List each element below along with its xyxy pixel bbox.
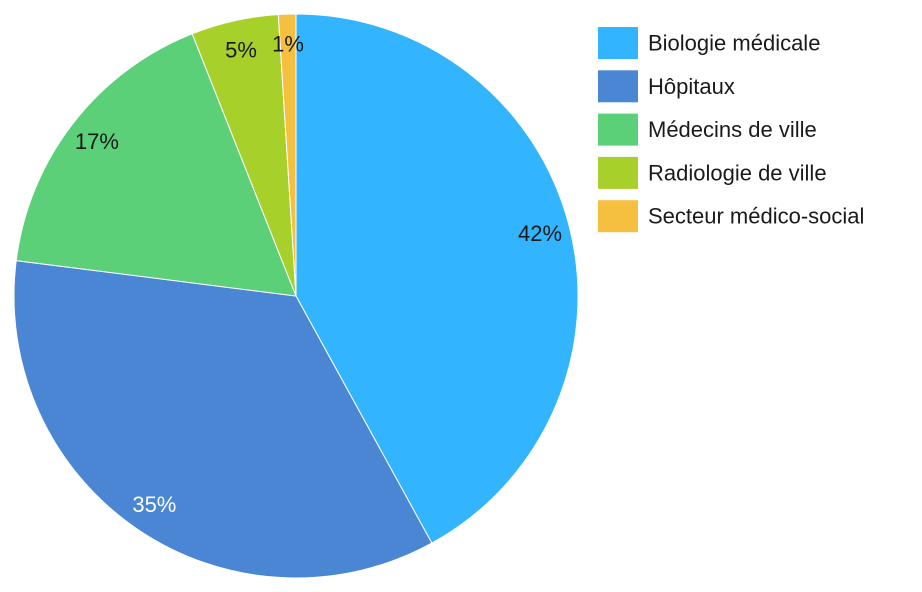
data-label: 5%: [225, 38, 257, 63]
legend-label: Médecins de ville: [648, 117, 817, 142]
legend-swatch: [598, 200, 638, 233]
data-labels: 42% 35% 17% 5% 1%: [75, 32, 562, 517]
legend-label: Radiologie de ville: [648, 160, 827, 185]
pie-slice-5: [277, 13, 297, 297]
legend-swatch: [598, 113, 638, 146]
pie-slices: [13, 13, 579, 579]
pie-slice-3: [15, 33, 297, 297]
data-label: 42%: [518, 221, 562, 246]
pie-slice-1: [295, 13, 579, 544]
data-label: 17%: [75, 129, 119, 154]
legend: Biologie médicale Hôpitaux Médecins de vil…: [598, 27, 864, 233]
pie-slice-2: [13, 260, 433, 579]
legend-swatch: [598, 70, 638, 103]
legend-label: Hôpitaux: [648, 74, 735, 99]
data-label: 35%: [132, 492, 176, 517]
legend-label: Biologie médicale: [648, 31, 820, 56]
data-label: 1%: [272, 32, 304, 57]
legend-swatch: [598, 27, 638, 59]
legend-swatch: [598, 156, 638, 189]
legend-label: Secteur médico-social: [648, 204, 864, 229]
